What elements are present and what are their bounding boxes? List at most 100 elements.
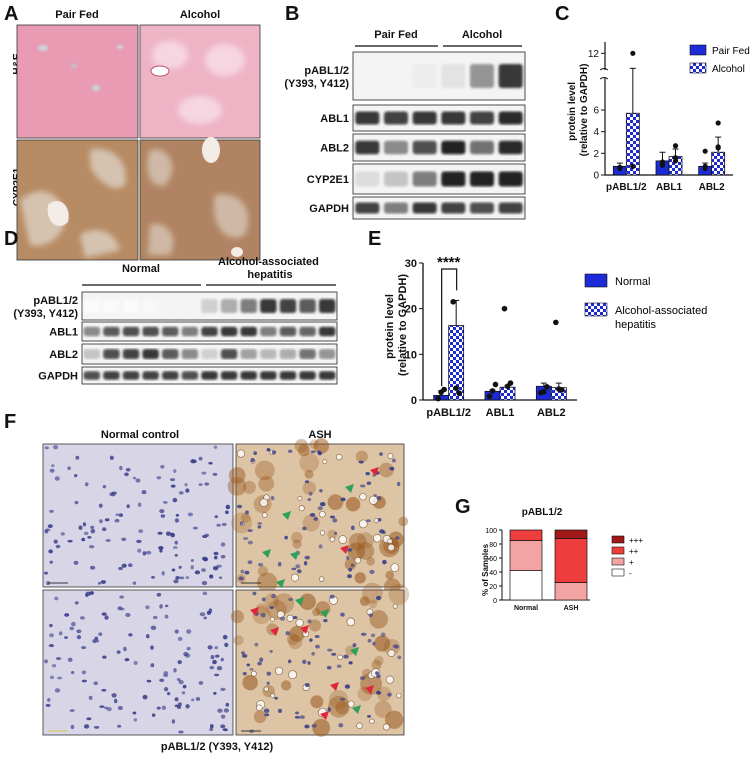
nucleus [174, 518, 180, 523]
nucleus [279, 616, 285, 621]
nucleus [274, 696, 278, 700]
nucleus [171, 568, 176, 572]
ash-brown-stain [242, 480, 256, 494]
nucleus [151, 713, 156, 717]
nucleus [225, 504, 231, 510]
red-arrowhead-icon [365, 685, 374, 694]
nucleus [145, 605, 150, 610]
nucleus [48, 549, 53, 554]
nucleus [295, 564, 301, 569]
nucleus [70, 671, 75, 675]
ash-vacuole [337, 654, 343, 661]
c-legend-label: Pair Fed [712, 46, 750, 57]
nucleus [351, 525, 355, 531]
nucleus [222, 728, 228, 732]
panel-f-letter: F [4, 411, 16, 433]
nucleus [126, 504, 130, 509]
blot-band [142, 326, 159, 337]
panel-d-letter: D [4, 228, 18, 250]
ash-brown-stain [258, 475, 275, 492]
ash-brown-stain [374, 655, 384, 666]
nucleus [56, 676, 63, 680]
nucleus [52, 445, 59, 450]
blot-band [498, 171, 523, 187]
panel-b-group-alcohol: Alcohol [462, 29, 502, 41]
nucleus [170, 484, 176, 488]
nucleus [161, 571, 165, 576]
nucleus [221, 522, 227, 527]
panel-c-ylabel-line1: protein level [567, 82, 578, 141]
nucleus [150, 645, 154, 650]
blot-band [441, 64, 466, 88]
nucleus [222, 634, 228, 640]
ash-vacuole [387, 538, 393, 544]
blot-band [142, 299, 159, 313]
nucleus [88, 695, 93, 700]
nucleus [53, 539, 58, 544]
nucleus [209, 724, 214, 729]
nucleus [367, 638, 372, 643]
blot-band [469, 64, 495, 88]
panel-a-col-pair-fed: Pair Fed [55, 9, 98, 21]
e-legend-label: Alcohol-associated [615, 305, 707, 317]
ash-vacuole [374, 518, 379, 523]
blot-band [260, 349, 277, 359]
ash-vacuole [358, 519, 368, 529]
nucleus [178, 680, 184, 685]
nucleus [359, 484, 366, 488]
nucleus [266, 671, 272, 676]
blot-band [162, 299, 179, 313]
nucleus [242, 671, 247, 676]
blot-band [260, 371, 277, 380]
nucleus [309, 513, 316, 517]
e-point [489, 388, 496, 394]
panel-c-letter: C [555, 3, 569, 25]
nucleus [109, 455, 114, 461]
c-x-label: pABL1/2 [606, 182, 647, 193]
c-point [630, 50, 636, 56]
e-point [450, 299, 456, 305]
nucleus [159, 548, 163, 553]
nucleus [99, 705, 105, 709]
ash-brown-stain [230, 610, 244, 624]
ash-vacuole [396, 692, 402, 699]
nucleus [170, 532, 175, 538]
nucleus [137, 502, 142, 507]
panel-g-ylabel: % of Samples [481, 543, 490, 596]
nucleus [313, 517, 318, 521]
cyp2e1-alcohol-image [139, 137, 261, 261]
ash-vacuole [288, 670, 297, 680]
nucleus [185, 488, 190, 493]
nucleus [169, 478, 176, 482]
nucleus [177, 702, 182, 707]
nucleus [380, 632, 386, 637]
e-legend-swatch [584, 302, 608, 317]
green-arrowhead-icon [276, 579, 285, 588]
nucleus [100, 580, 107, 584]
blot-band [318, 349, 336, 359]
nucleus [151, 575, 155, 579]
blot-band [201, 349, 218, 359]
green-arrowhead-icon [320, 609, 329, 618]
blot-band [83, 299, 101, 313]
nucleus [346, 555, 350, 560]
nucleus [118, 566, 123, 571]
nucleus [174, 629, 179, 634]
blot-band [299, 326, 316, 337]
blot-band [355, 140, 380, 155]
ash-brown-stain [374, 635, 391, 652]
nucleus [70, 724, 75, 730]
nucleus [49, 468, 55, 473]
nucleus [213, 445, 218, 449]
ash-brown-stain [310, 695, 324, 709]
nucleus [81, 670, 87, 675]
c-legend-swatch [689, 44, 707, 56]
panel-f-caption: pABL1/2 (Y393, Y412) [161, 741, 274, 753]
blot-band [220, 326, 238, 337]
ash-vacuole [250, 670, 257, 677]
blot-band [83, 326, 101, 337]
ash-vacuole [387, 649, 396, 657]
nucleus [247, 529, 253, 533]
nucleus [48, 644, 55, 648]
panel-b-group-pair-fed: Pair Fed [374, 29, 417, 41]
